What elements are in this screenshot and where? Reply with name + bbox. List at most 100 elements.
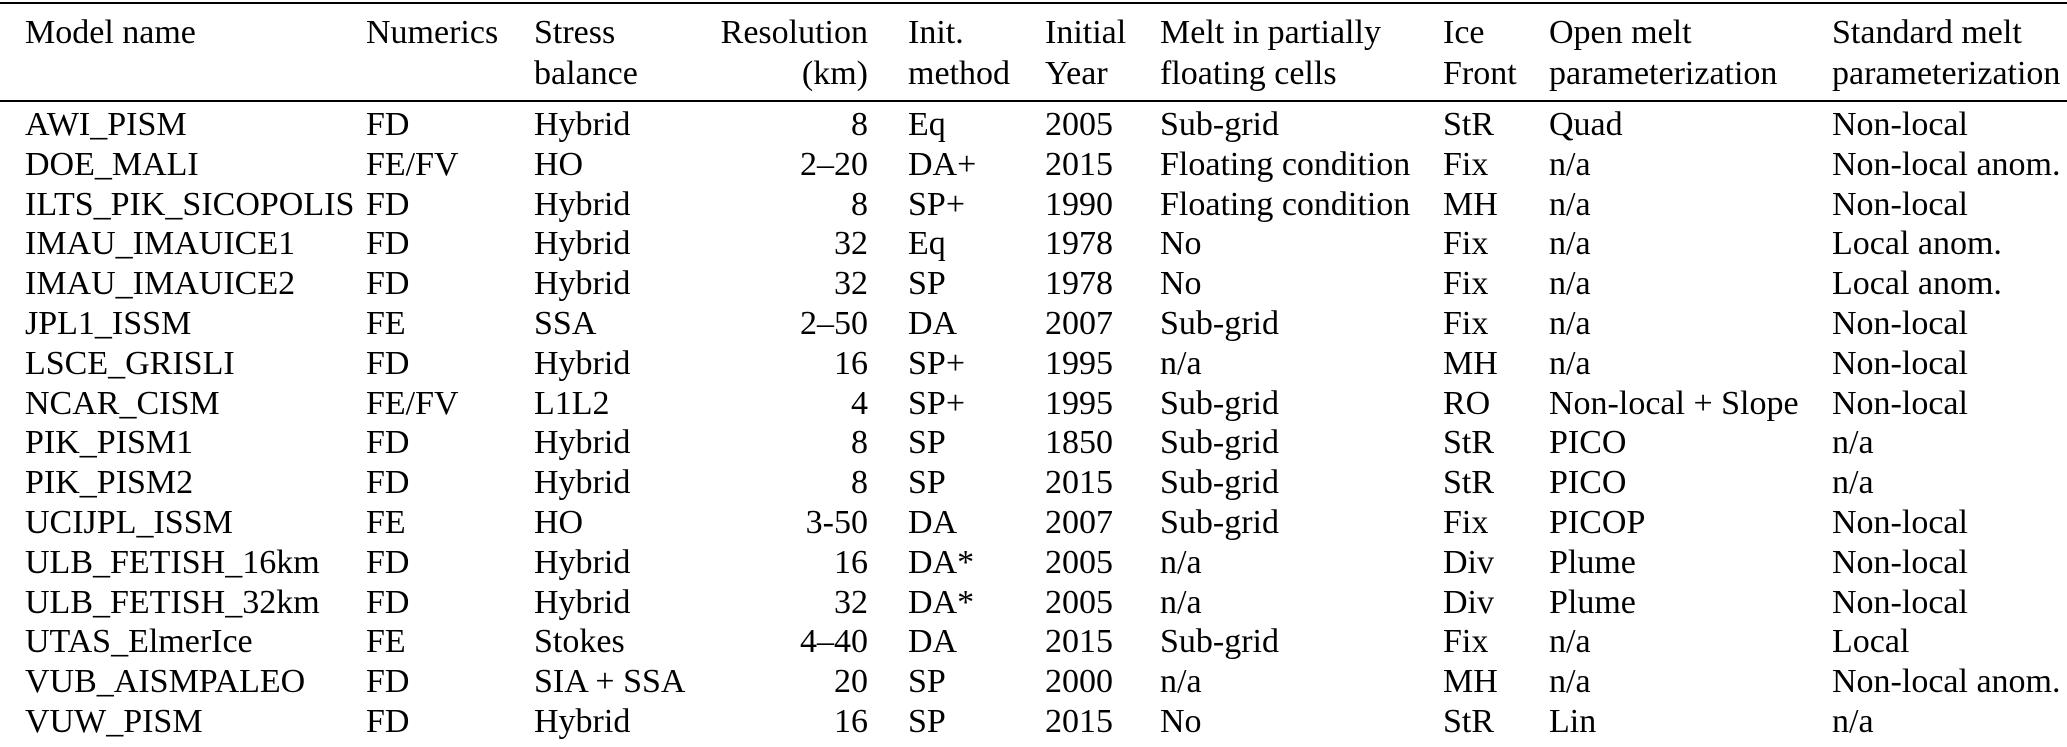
column-header-init-method: Init. method <box>882 3 1045 101</box>
cell-open: n/a <box>1549 304 1591 342</box>
cell-melt: n/a <box>1160 344 1202 382</box>
cell-open: Plume <box>1549 583 1636 621</box>
cell-init: DA <box>908 623 958 661</box>
cell-resolution: 4–40 <box>800 623 868 661</box>
cell-standard: Non-local <box>1832 583 1968 621</box>
cell-numerics: FD <box>366 424 410 462</box>
cell-front: StR <box>1443 464 1495 502</box>
table-row: NCAR_CISM FE/FV L1L2 4 SP+ 1995 Sub-grid RO Non-… <box>0 384 2067 424</box>
column-header-standard-melt: Standard melt parameterization <box>1832 3 2067 101</box>
cell-front: StR <box>1443 106 1495 143</box>
cell-open: n/a <box>1549 344 1591 382</box>
cell-model: PIK_PISM2 <box>25 464 194 502</box>
cell-front: Div <box>1443 583 1494 621</box>
cell-numerics: FD <box>366 265 410 303</box>
cell-year: 2007 <box>1045 503 1113 541</box>
cell-numerics: FD <box>366 344 410 382</box>
table-body: AWI_PISM FD Hybrid 8 Eq 2005 Sub-grid StR Quad No… <box>0 101 2067 747</box>
cell-resolution: 32 <box>834 265 868 303</box>
cell-init: DA <box>908 503 958 541</box>
cell-resolution: 20 <box>834 663 868 701</box>
column-header-standard-line2: parameterization <box>1832 55 2061 92</box>
cell-model: UCIJPL_ISSM <box>25 503 233 541</box>
cell-year: 1990 <box>1045 185 1113 223</box>
cell-front: StR <box>1443 702 1495 740</box>
column-header-open-melt: Open melt parameterization <box>1549 3 1832 101</box>
cell-melt: Floating condition <box>1160 185 1411 223</box>
cell-front: Fix <box>1443 304 1489 342</box>
cell-init: SP+ <box>908 185 965 223</box>
cell-front: Fix <box>1443 265 1489 303</box>
table-row: PIK_PISM2 FD Hybrid 8 SP 2015 Sub-grid StR PICO n… <box>0 463 2067 503</box>
cell-resolution: 8 <box>851 464 868 502</box>
column-header-ice-front: Ice Front <box>1443 3 1549 101</box>
cell-melt: No <box>1160 225 1202 263</box>
cell-year: 2005 <box>1045 583 1113 621</box>
cell-resolution: 32 <box>834 225 868 263</box>
cell-init: SP <box>908 424 946 462</box>
cell-resolution: 8 <box>851 106 868 143</box>
cell-standard: Local anom. <box>1832 225 2002 263</box>
column-header-open-line2: parameterization <box>1549 55 1778 92</box>
column-header-front-line1: Ice <box>1443 14 1485 51</box>
cell-standard: Non-local <box>1832 304 1968 342</box>
cell-front: Fix <box>1443 623 1489 661</box>
cell-year: 1995 <box>1045 384 1113 422</box>
cell-year: 2005 <box>1045 106 1113 143</box>
cell-front: MH <box>1443 344 1498 382</box>
column-header-front-line2: Front <box>1443 55 1517 92</box>
cell-open: Non-local + Slope <box>1549 384 1799 422</box>
cell-resolution: 8 <box>851 185 868 223</box>
cell-stress: Hybrid <box>534 702 631 740</box>
cell-front: Fix <box>1443 503 1489 541</box>
cell-standard: n/a <box>1832 464 1874 502</box>
cell-melt: No <box>1160 702 1202 740</box>
cell-model: PIK_PISM1 <box>25 424 194 462</box>
cell-numerics: FE <box>366 503 406 541</box>
cell-stress: Hybrid <box>534 583 631 621</box>
cell-open: n/a <box>1549 145 1591 183</box>
cell-stress: HO <box>534 503 584 541</box>
cell-open: PICO <box>1549 464 1627 502</box>
column-header-year-line2: Year <box>1045 55 1108 92</box>
cell-stress: L1L2 <box>534 384 610 422</box>
table-row: IMAU_IMAUICE1 FD Hybrid 32 Eq 1978 No Fix n/a Loc… <box>0 224 2067 264</box>
cell-init: Eq <box>908 106 946 143</box>
table-row: PIK_PISM1 FD Hybrid 8 SP 1850 Sub-grid StR PICO n… <box>0 423 2067 463</box>
cell-melt: Sub-grid <box>1160 623 1279 661</box>
cell-model: IMAU_IMAUICE2 <box>25 265 296 303</box>
cell-resolution: 2–20 <box>800 145 868 183</box>
column-header-melt-line1: Melt in partially <box>1160 14 1381 51</box>
cell-standard: Non-local <box>1832 106 1968 143</box>
column-header-open-line1: Open melt <box>1549 14 1692 51</box>
cell-open: n/a <box>1549 225 1591 263</box>
cell-numerics: FD <box>366 464 410 502</box>
cell-open: n/a <box>1549 185 1591 223</box>
table-row: AWI_PISM FD Hybrid 8 Eq 2005 Sub-grid StR Quad No… <box>0 101 2067 145</box>
cell-init: DA <box>908 304 958 342</box>
cell-standard: Non-local anom. <box>1832 145 2061 183</box>
cell-stress: SIA + SSA <box>534 663 686 701</box>
cell-stress: SSA <box>534 304 597 342</box>
cell-open: Quad <box>1549 106 1623 143</box>
cell-init: SP <box>908 702 946 740</box>
cell-resolution: 3-50 <box>805 503 868 541</box>
table-row: VUB_AISMPALEO FD SIA + SSA 20 SP 2000 n/a MH n/a… <box>0 662 2067 702</box>
cell-year: 1995 <box>1045 344 1113 382</box>
cell-open: Lin <box>1549 702 1597 740</box>
cell-melt: n/a <box>1160 543 1202 581</box>
cell-year: 1850 <box>1045 424 1113 462</box>
column-header-standard-line1: Standard melt <box>1832 14 2022 51</box>
cell-melt: Sub-grid <box>1160 424 1279 462</box>
cell-numerics: FE/FV <box>366 384 459 422</box>
cell-year: 2000 <box>1045 663 1113 701</box>
cell-melt: No <box>1160 265 1202 303</box>
table-header: Model name Numerics Stress balance Resol… <box>0 3 2067 101</box>
cell-melt: n/a <box>1160 663 1202 701</box>
cell-model: ULB_FETISH_16km <box>25 543 320 581</box>
cell-model: NCAR_CISM <box>25 384 220 422</box>
cell-stress: Hybrid <box>534 424 631 462</box>
table-row: UTAS_ElmerIce FE Stokes 4–40 DA 2015 Sub-grid F… <box>0 622 2067 662</box>
column-header-melt-partially-floating: Melt in partially floating cells <box>1160 3 1443 101</box>
